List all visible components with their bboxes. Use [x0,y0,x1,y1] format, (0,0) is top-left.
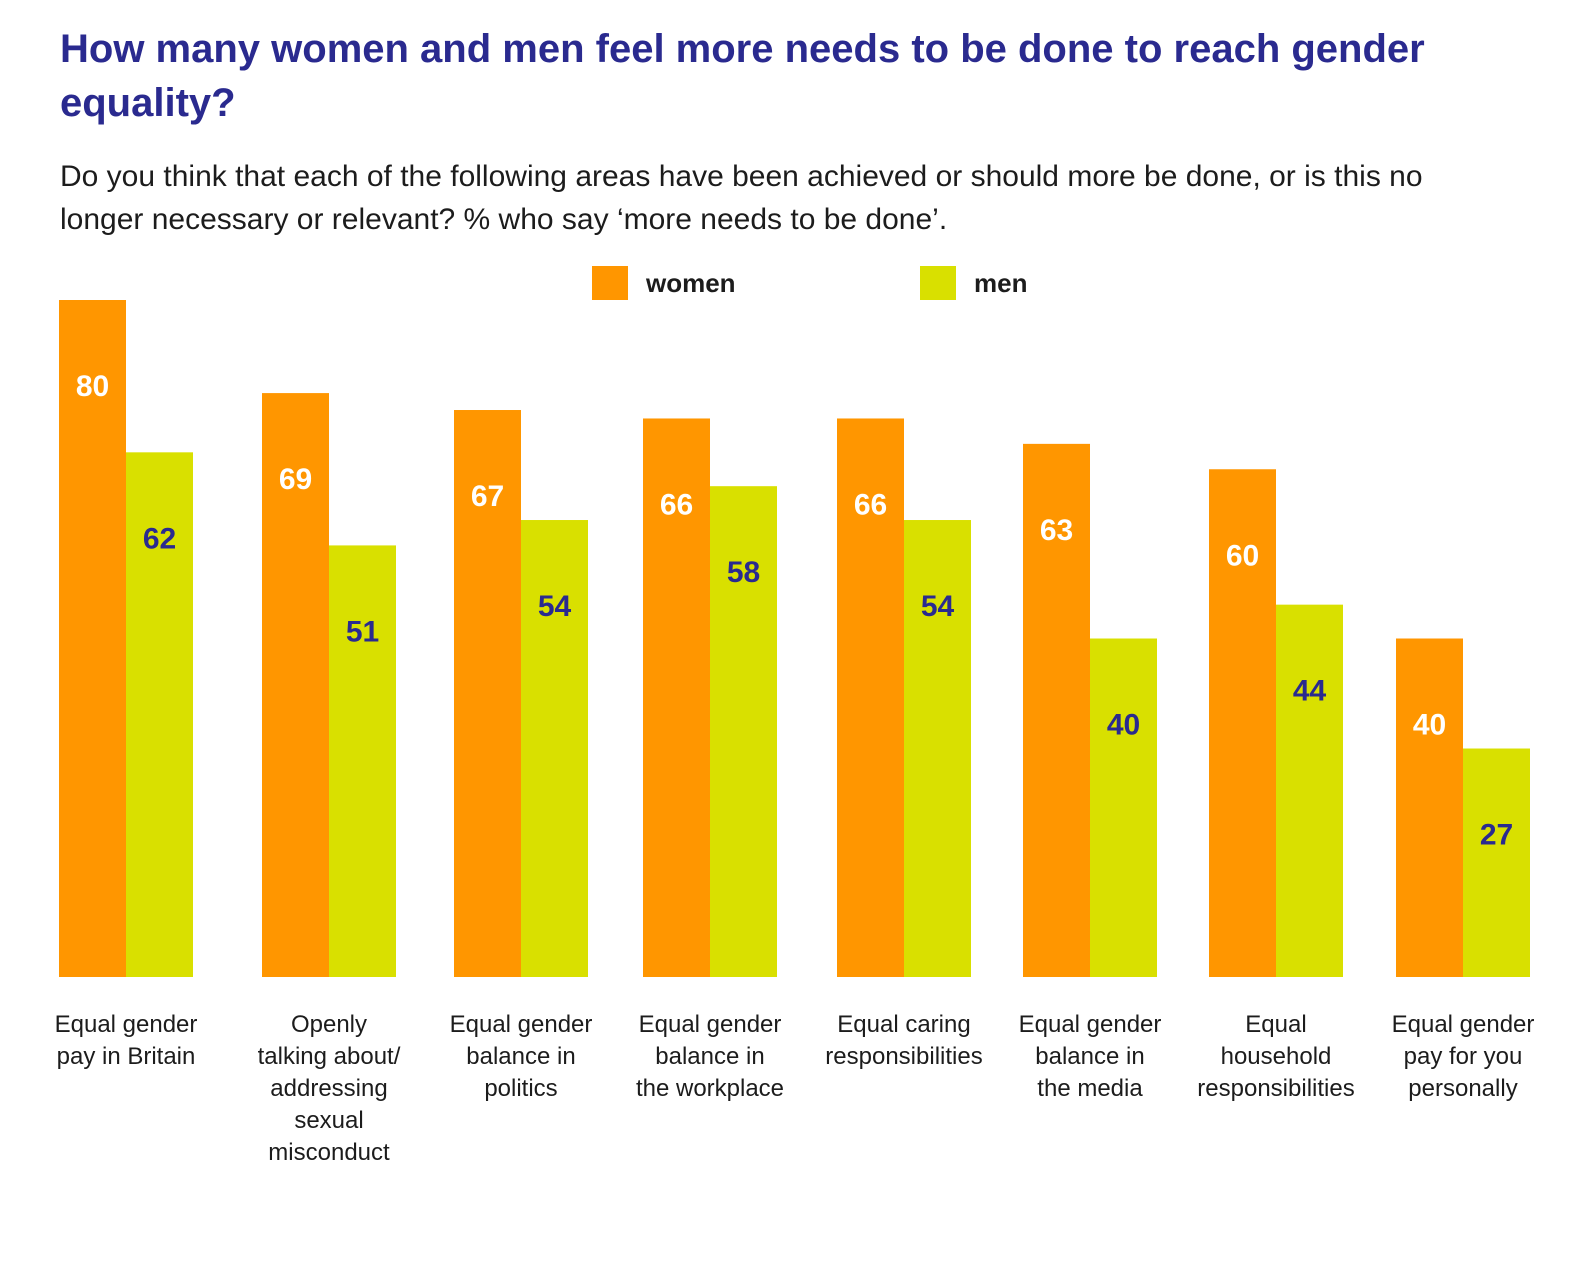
legend-label-women: women [646,267,736,298]
bar-women-7 [1396,638,1463,977]
bar-value-men-5: 40 [1107,709,1140,742]
bar-value-men-2: 54 [538,590,572,623]
category-label-5: Equal gender balance in the media [1019,1011,1162,1102]
bar-men-5 [1090,638,1157,977]
bar-men-3 [710,486,777,977]
bar-value-men-3: 58 [727,556,760,589]
bar-value-men-7: 27 [1480,819,1513,852]
bar-value-women-4: 66 [854,488,887,521]
bar-value-women-0: 80 [76,370,109,403]
bar-women-6 [1209,469,1276,977]
chart-title: How many women and men feel more needs t… [60,27,1425,125]
bar-women-5 [1023,443,1090,977]
bar-women-1 [262,393,329,977]
category-label-3: Equal gender balance in the workplace [636,1011,784,1102]
legend-label-men: men [974,267,1028,298]
category-label-1: Openly talking about/addressing sexual misc… [258,1011,401,1166]
bar-women-4 [837,418,904,978]
category-label-2: Equal gender balance in politics [450,1011,593,1102]
chart-subtitle: Do you think that each of the following … [60,160,1423,236]
bar-women-3 [643,418,710,978]
bar-value-men-1: 51 [346,615,379,648]
bar-value-women-6: 60 [1226,539,1259,572]
bar-men-0 [126,452,193,977]
category-label-0: Equal gender pay in Britain [55,1011,198,1070]
bar-value-women-5: 63 [1040,514,1073,547]
category-label-6: Equal household responsibilities [1197,1011,1354,1102]
legend-item-women: women [592,266,736,300]
legend-swatch-men [920,266,956,300]
bar-value-women-1: 69 [279,463,312,496]
bar-value-women-2: 67 [471,480,504,513]
legend-item-men: men [920,266,1027,300]
bar-men-7 [1463,748,1530,977]
bar-value-women-3: 66 [660,488,693,521]
bar-men-6 [1276,604,1343,977]
bar-value-men-0: 62 [143,522,176,555]
bar-men-4 [904,520,971,977]
bar-women-0 [59,300,126,977]
category-label-7: Equal gender pay for you personally [1392,1011,1535,1102]
bar-value-women-7: 40 [1413,709,1446,742]
bar-men-1 [329,545,396,977]
bar-women-2 [454,410,521,977]
legend-swatch-women [592,266,628,300]
category-label-4: Equal caring responsibilities [825,1011,982,1070]
bar-value-men-4: 54 [921,590,955,623]
bar-men-2 [521,520,588,977]
bar-value-men-6: 44 [1293,675,1327,708]
